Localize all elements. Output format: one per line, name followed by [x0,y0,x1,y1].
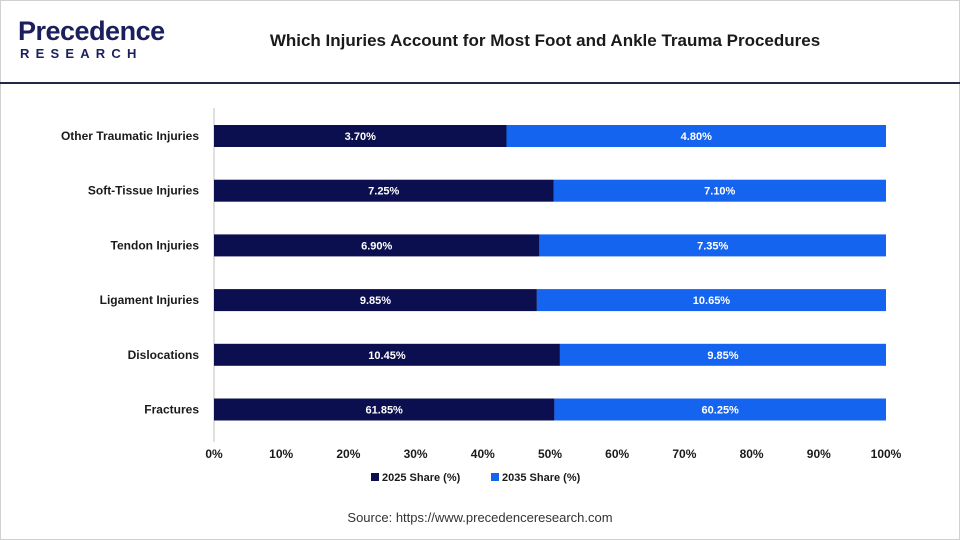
x-tick-label-3: 30% [404,447,428,461]
bar-2025-5 [214,398,555,421]
header: Precedence RESEARCH Which Injuries Accou… [0,0,960,84]
bar-2035-4 [559,343,886,366]
bar-2025-3 [214,289,537,312]
data-label-2035-5: 60.25% [702,405,740,417]
category-label-3: Ligament Injuries [100,293,200,307]
logo-wordmark: Precedence [18,16,165,46]
category-label-5: Fractures [144,403,199,417]
legend-label-2035: 2035 Share (%) [502,472,581,484]
data-label-2025-2: 6.90% [361,240,392,252]
data-label-2025-3: 9.85% [360,295,391,307]
bar-2025-1 [214,179,554,202]
data-label-2025-5: 61.85% [366,405,404,417]
data-label-2035-0: 4.80% [681,131,712,143]
x-tick-label-9: 90% [807,447,831,461]
legend-label-2025: 2025 Share (%) [382,472,461,484]
data-label-2025-0: 3.70% [345,131,376,143]
bar-2035-3 [536,289,886,312]
bar-2025-4 [214,343,560,366]
logo-subtitle: RESEARCH [20,46,143,61]
category-label-0: Other Traumatic Injuries [61,129,199,143]
bar-2025-2 [214,234,540,257]
x-tick-label-6: 60% [605,447,629,461]
x-tick-label-10: 100% [871,447,902,461]
x-tick-label-8: 80% [740,447,764,461]
data-label-2025-4: 10.45% [368,350,406,362]
brand-logo: Precedence RESEARCH [18,16,168,66]
x-tick-label-5: 50% [538,447,562,461]
x-tick-label-2: 20% [336,447,360,461]
legend-swatch-2025 [371,473,379,481]
data-label-2035-1: 7.10% [704,186,735,198]
legend-swatch-2035 [491,473,499,481]
data-label-2035-3: 10.65% [693,295,731,307]
data-label-2035-4: 9.85% [707,350,738,362]
x-tick-label-4: 40% [471,447,495,461]
x-tick-label-7: 70% [672,447,696,461]
bar-2035-0 [506,125,886,147]
chart-area: 3.70% 4.80% Other Traumatic Injuries 7.25% 7… [61,108,902,484]
category-label-2: Tendon Injuries [111,238,200,252]
category-label-4: Dislocations [128,348,200,362]
bar-2025-0 [214,125,507,147]
source-note: Source: https://www.precedenceresearch.c… [347,510,613,525]
x-tick-label-0: 0% [205,447,223,461]
bar-2035-1 [553,179,886,202]
bar-2035-2 [539,234,886,257]
bar-2035-5 [554,398,886,421]
data-label-2025-1: 7.25% [368,186,399,198]
data-label-2035-2: 7.35% [697,240,728,252]
chart-title: Which Injuries Account for Most Foot and… [269,31,821,50]
x-tick-label-1: 10% [269,447,293,461]
category-label-1: Soft-Tissue Injuries [88,184,199,198]
